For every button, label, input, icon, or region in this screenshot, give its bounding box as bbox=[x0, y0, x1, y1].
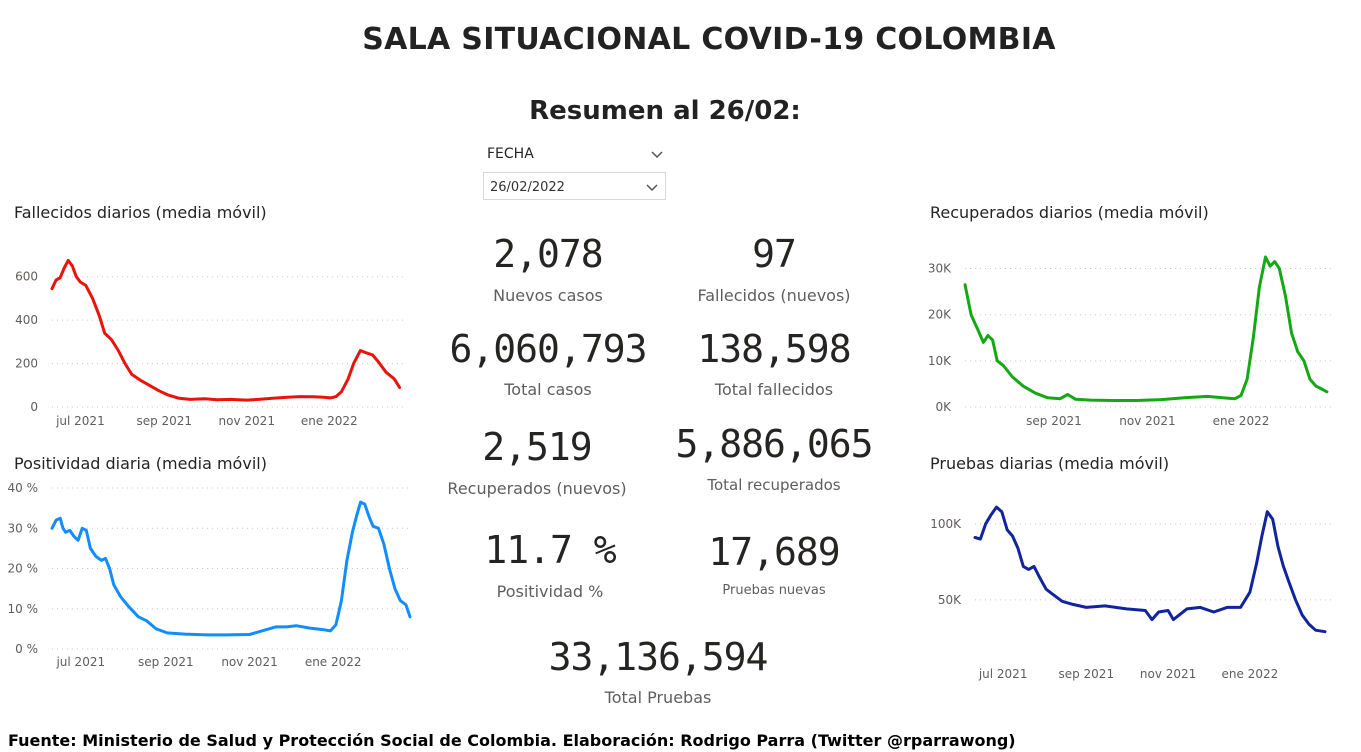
kpi-label: Recuperados (nuevos) bbox=[447, 479, 627, 498]
y-tick-label: 0 bbox=[30, 400, 38, 414]
kpi-value: 138,598 bbox=[697, 327, 851, 371]
y-tick-label: 40 % bbox=[8, 481, 39, 495]
series-line-fallecidos bbox=[50, 258, 402, 402]
summary-subtitle: Resumen al 26/02: bbox=[529, 96, 801, 126]
y-tick-label: 0K bbox=[935, 400, 952, 414]
x-tick-label: ene 2022 bbox=[1222, 667, 1279, 681]
y-tick-label: 100K bbox=[930, 517, 962, 531]
x-tick-label: sep 2021 bbox=[1058, 667, 1114, 681]
chart-title-recuperados: Recuperados diarios (media móvil) bbox=[930, 203, 1209, 222]
chart-title-fallecidos: Fallecidos diarios (media móvil) bbox=[14, 203, 267, 222]
x-tick-label: sep 2021 bbox=[138, 655, 194, 669]
y-tick-label: 30K bbox=[928, 262, 952, 276]
x-tick-label: jul 2021 bbox=[978, 667, 1028, 681]
y-tick-label: 30 % bbox=[8, 521, 39, 535]
date-slicer-dropdown[interactable]: 26/02/2022 bbox=[483, 172, 666, 200]
series-line-positividad bbox=[50, 500, 412, 637]
kpi-value: 2,519 bbox=[482, 425, 592, 469]
kpi-label: Total casos bbox=[504, 380, 592, 399]
y-tick-label: 600 bbox=[15, 270, 38, 284]
source-footer: Fuente: Ministerio de Salud y Protección… bbox=[8, 731, 1016, 750]
x-tick-label: nov 2021 bbox=[1140, 667, 1196, 681]
y-tick-label: 400 bbox=[15, 313, 38, 327]
x-tick-label: jul 2021 bbox=[55, 655, 105, 669]
pruebas-chart: 50K 100K jul 2021 sep 2021 nov 2021 ene 2022 bbox=[930, 505, 1333, 681]
kpi-value: 5,886,065 bbox=[675, 422, 874, 466]
kpi-value: 17,689 bbox=[708, 530, 840, 574]
x-tick-label: ene 2022 bbox=[301, 414, 358, 428]
y-tick-label: 50K bbox=[938, 593, 962, 607]
dashboard-title: SALA SITUACIONAL COVID-19 COLOMBIA bbox=[362, 22, 1056, 57]
kpi-value: 97 bbox=[752, 232, 797, 276]
kpi-label: Total recuperados bbox=[707, 476, 841, 494]
kpi-label: Fallecidos (nuevos) bbox=[697, 286, 851, 305]
x-tick-label: nov 2021 bbox=[219, 414, 275, 428]
kpi-label: Pruebas nuevas bbox=[722, 583, 826, 598]
slicer-header-chevron-down-icon[interactable] bbox=[650, 148, 664, 160]
y-tick-label: 200 bbox=[15, 357, 38, 371]
y-tick-label: 0 % bbox=[15, 642, 38, 656]
x-tick-label: sep 2021 bbox=[1026, 414, 1082, 428]
date-slicer-value: 26/02/2022 bbox=[490, 180, 565, 195]
kpi-value: 6,060,793 bbox=[449, 327, 648, 371]
series-line-recuperados bbox=[963, 255, 1329, 402]
positividad-chart: 0 % 10 % 20 % 30 % 40 % jul 2021 sep 2021 nov 2… bbox=[8, 481, 412, 669]
x-tick-label: jul 2021 bbox=[55, 414, 105, 428]
kpi-label: Total Pruebas bbox=[604, 688, 712, 707]
y-tick-label: 10 % bbox=[8, 602, 39, 616]
x-tick-label: ene 2022 bbox=[305, 655, 362, 669]
kpi-label: Positividad % bbox=[496, 582, 604, 601]
x-tick-label: nov 2021 bbox=[221, 655, 277, 669]
y-tick-label: 20K bbox=[928, 308, 952, 322]
fallecidos-chart: 0 200 400 600 jul 2021 sep 2021 nov 2021 ene 20… bbox=[15, 258, 405, 428]
x-tick-label: nov 2021 bbox=[1119, 414, 1175, 428]
chart-title-pruebas: Pruebas diarias (media móvil) bbox=[930, 454, 1170, 473]
series-line-pruebas bbox=[973, 505, 1327, 634]
chart-title-positividad: Positividad diaria (media móvil) bbox=[14, 454, 267, 473]
kpi-label: Nuevos casos bbox=[493, 286, 603, 305]
y-tick-label: 20 % bbox=[8, 562, 39, 576]
x-tick-label: ene 2022 bbox=[1213, 414, 1270, 428]
kpi-value: 2,078 bbox=[493, 232, 603, 276]
chevron-down-icon bbox=[646, 184, 658, 192]
x-tick-label: sep 2021 bbox=[136, 414, 192, 428]
y-tick-label: 10K bbox=[928, 354, 952, 368]
recuperados-chart: 0K 10K 20K 30K sep 2021 nov 2021 ene 2022 bbox=[928, 255, 1333, 428]
kpi-value: 33,136,594 bbox=[548, 635, 769, 679]
date-slicer-label: FECHA bbox=[487, 146, 534, 162]
kpi-value: 11.7 % bbox=[484, 528, 616, 572]
kpi-label: Total fallecidos bbox=[714, 380, 834, 399]
